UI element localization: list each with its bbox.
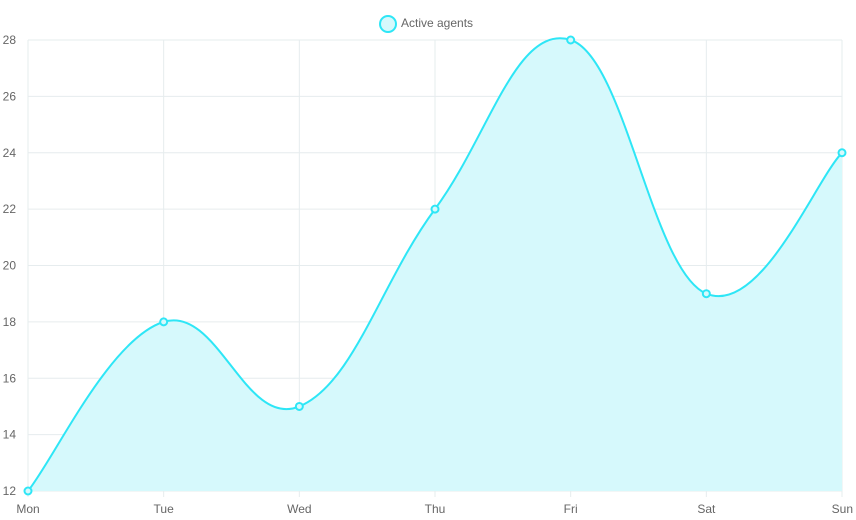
x-tick-label: Tue (154, 502, 175, 516)
x-tick-label: Fri (564, 502, 578, 516)
legend-label: Active agents (401, 16, 473, 30)
x-tick-label: Sat (697, 502, 716, 516)
data-point-fri[interactable] (566, 35, 576, 45)
y-tick-label: 22 (3, 202, 17, 216)
y-axis-ticks: 12 14 16 18 20 22 24 26 28 (3, 33, 17, 498)
series-area-fill (28, 38, 842, 492)
y-tick-label: 12 (3, 484, 17, 498)
x-tick-label: Mon (16, 502, 39, 516)
data-point-mon[interactable] (23, 486, 33, 496)
x-tick-label: Wed (287, 502, 311, 516)
y-tick-label: 20 (3, 259, 17, 273)
data-point-sat[interactable] (701, 289, 711, 299)
x-tick-label: Sun (832, 502, 853, 516)
y-tick-label: 16 (3, 371, 17, 385)
x-tick-label: Thu (425, 502, 446, 516)
x-axis-ticks: Mon Tue Wed Thu Fri Sat Sun (16, 502, 853, 516)
legend-swatch-icon (379, 15, 397, 33)
y-tick-label: 28 (3, 33, 17, 47)
y-tick-label: 24 (3, 146, 17, 160)
data-point-tue[interactable] (159, 317, 169, 327)
legend[interactable]: Active agents (379, 15, 473, 33)
data-point-sun[interactable] (837, 148, 847, 158)
y-tick-label: 18 (3, 315, 17, 329)
series-points (23, 35, 847, 496)
data-point-wed[interactable] (294, 401, 304, 411)
y-tick-label: 14 (3, 428, 17, 442)
y-tick-label: 26 (3, 89, 17, 103)
data-point-thu[interactable] (430, 204, 440, 214)
